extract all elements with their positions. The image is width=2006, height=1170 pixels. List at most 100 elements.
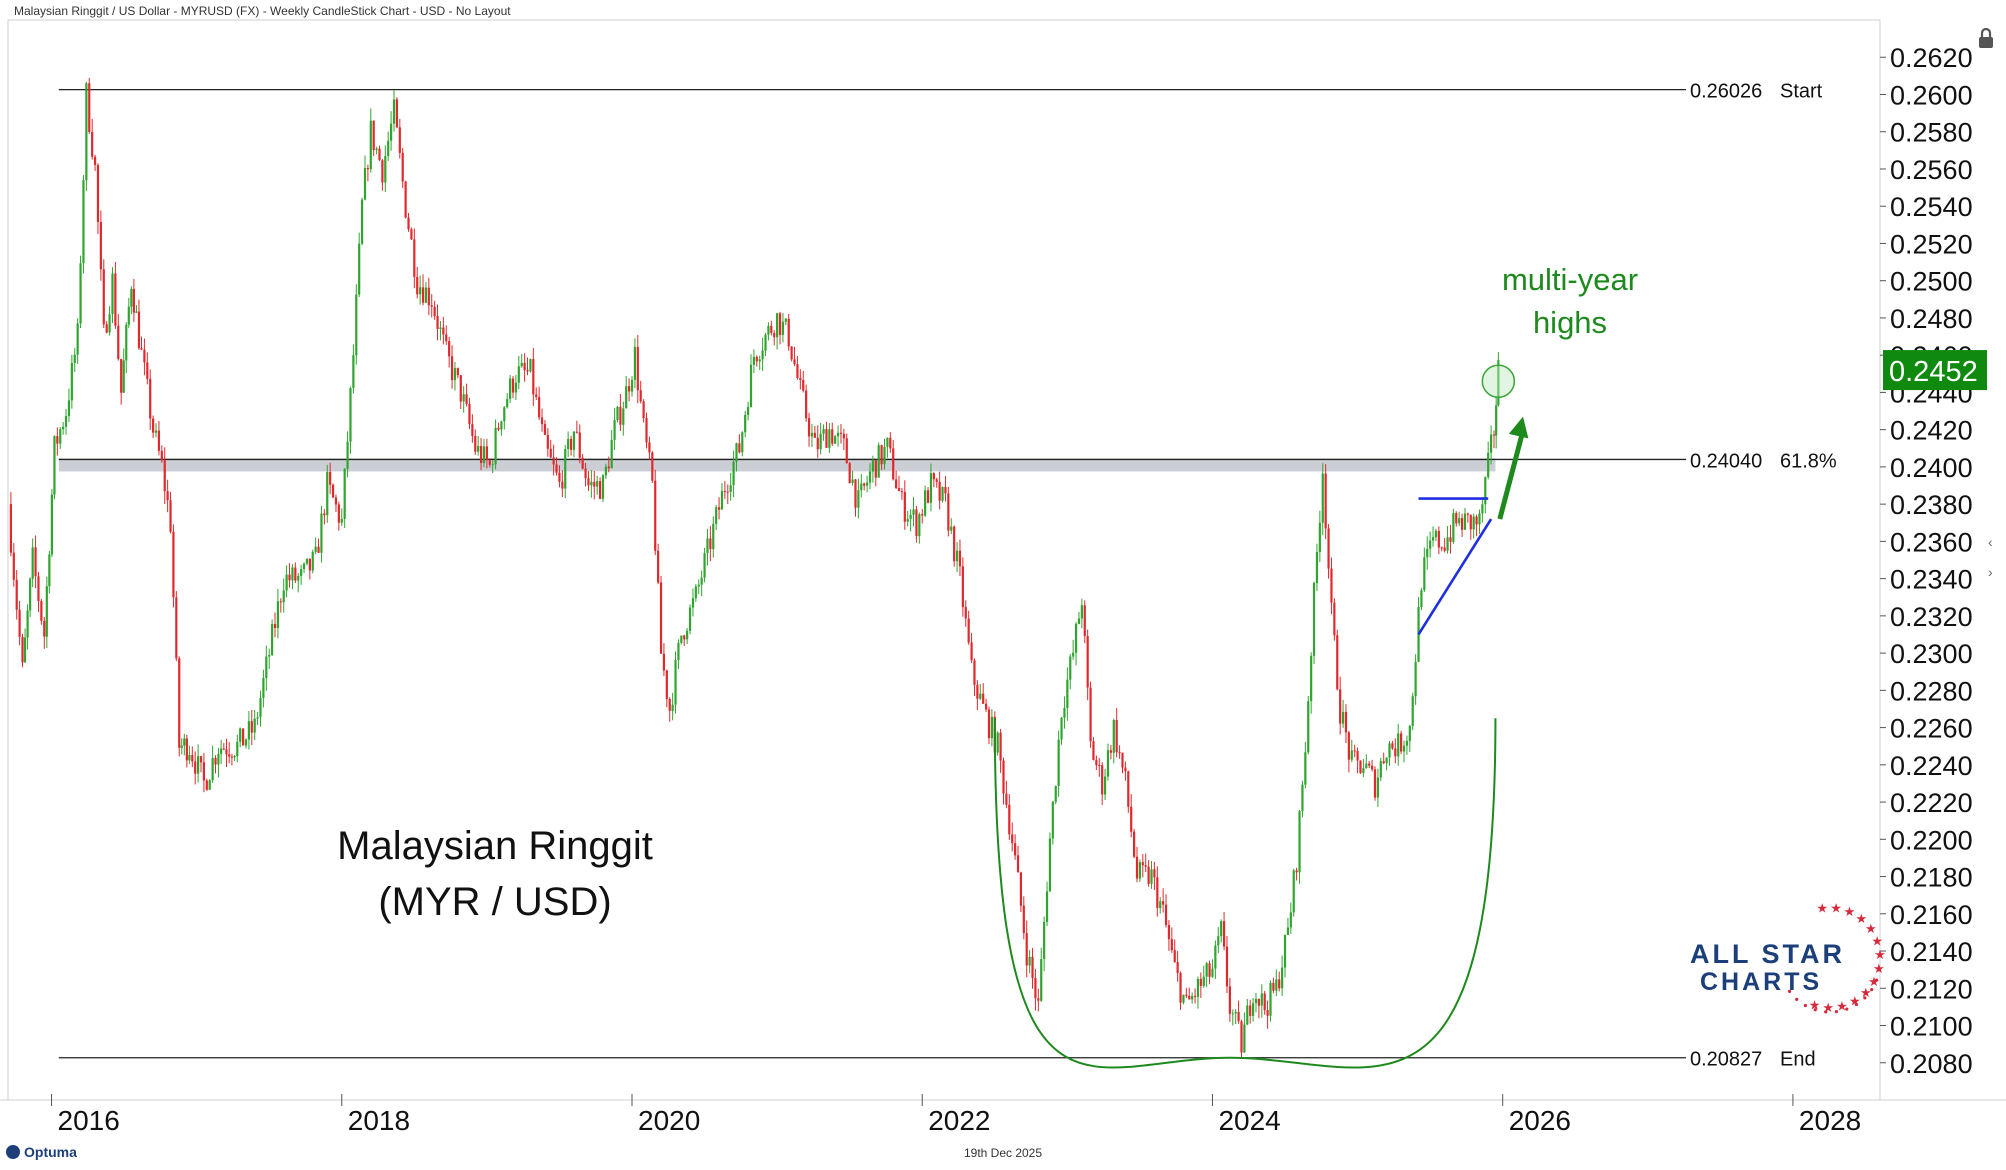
candle-body: [236, 741, 239, 757]
y-tick-label: 0.2260: [1890, 714, 1973, 744]
candle-body: [1170, 939, 1173, 951]
candle-body: [53, 436, 56, 495]
candle-body: [1292, 870, 1295, 913]
candle-body: [99, 222, 102, 270]
candle-body: [1124, 767, 1127, 772]
y-tick-label: 0.2100: [1890, 1012, 1973, 1042]
candle-body: [1385, 757, 1388, 764]
candle-body: [1257, 998, 1261, 1006]
candle-body: [21, 636, 24, 663]
candle-body: [895, 479, 898, 489]
candle-body: [91, 131, 94, 157]
candle-body: [1083, 605, 1086, 637]
candle-body: [514, 382, 518, 393]
level-tag-label: 61.8%: [1780, 450, 1837, 472]
level-value-label: 0.26026: [1690, 81, 1762, 103]
scroll-up-arrow-icon[interactable]: ‹: [1988, 534, 1993, 550]
candle-body: [1278, 979, 1281, 989]
candle-body: [973, 660, 976, 685]
rounding-bottom-arc: [993, 718, 1497, 1069]
candle-body: [9, 504, 13, 553]
candle-body: [419, 287, 422, 295]
y-tick-label: 0.2180: [1890, 863, 1973, 893]
candle-body: [1069, 656, 1072, 680]
x-tick-label: 2016: [58, 1105, 120, 1136]
optuma-brand: Optuma: [6, 1144, 77, 1160]
candle-body: [421, 287, 425, 303]
candle-body: [1455, 513, 1458, 524]
candle-body: [1489, 434, 1493, 453]
candle-body: [1138, 862, 1142, 879]
candle-body: [802, 379, 805, 391]
candle-body: [137, 311, 141, 349]
candle-body: [474, 435, 477, 452]
candle-body: [738, 443, 741, 453]
candle-body: [273, 624, 277, 628]
candle-body: [1016, 855, 1020, 873]
logo-star-icon: ★: [1816, 902, 1828, 917]
logo-dot: [1834, 1009, 1839, 1014]
candle-body: [967, 618, 970, 643]
candle-body: [601, 475, 605, 499]
candle-body: [166, 491, 169, 501]
candle-body: [1359, 760, 1362, 774]
candle-body: [1127, 771, 1130, 807]
candle-body: [398, 127, 401, 153]
candle-body: [1014, 843, 1017, 856]
candle-body: [1315, 552, 1319, 583]
candle-body: [1341, 711, 1345, 724]
candle-body: [445, 334, 448, 342]
candle-body: [926, 490, 930, 503]
candle-body: [944, 486, 947, 494]
candle-body: [387, 140, 390, 156]
scroll-down-arrow-icon[interactable]: ›: [1988, 564, 1993, 580]
optuma-logo-icon: [6, 1145, 20, 1159]
candle-body: [1318, 522, 1321, 553]
candle-body: [877, 445, 880, 478]
candle-body: [1240, 1021, 1243, 1053]
candle-body: [755, 356, 758, 362]
logo-dot: [1870, 988, 1874, 992]
candle-body: [831, 429, 834, 444]
candle-body: [561, 481, 564, 489]
logo-dot: [1854, 1002, 1859, 1007]
last-price-badge: [1883, 350, 1987, 391]
candle-body: [781, 321, 785, 335]
candle-body: [1028, 956, 1031, 966]
y-tick-label: 0.2200: [1890, 825, 1973, 855]
candle-body: [279, 601, 282, 603]
lock-icon[interactable]: [1974, 26, 1998, 50]
candle-body: [1382, 761, 1385, 764]
candle-body: [363, 168, 367, 200]
candle-body: [987, 709, 991, 739]
candle-body: [1423, 557, 1426, 591]
candle-body: [1283, 934, 1287, 968]
candle-body: [172, 531, 175, 598]
candle-body: [73, 354, 76, 363]
candle-body: [941, 486, 944, 501]
candle-body: [140, 348, 143, 350]
candle-body: [1426, 548, 1429, 558]
candle-body: [214, 757, 217, 765]
candle-body: [401, 152, 404, 182]
candle-body: [889, 437, 892, 449]
candle-body: [1176, 962, 1179, 974]
candle-body: [996, 732, 999, 753]
candle-body: [462, 394, 465, 402]
candle-body: [37, 576, 40, 602]
brand-name: Optuma: [24, 1144, 77, 1160]
candle-body: [265, 656, 268, 678]
level-tag-label: End: [1780, 1049, 1816, 1071]
candle-body: [1133, 831, 1136, 857]
candle-body: [935, 479, 938, 482]
candle-body: [12, 552, 15, 580]
candle-body: [947, 493, 950, 531]
candle-body: [712, 523, 715, 550]
candle-body: [352, 355, 355, 388]
candle-body: [1327, 528, 1330, 569]
level-value-label: 0.20827: [1690, 1049, 1762, 1071]
candle-body: [999, 732, 1002, 761]
logo-dot: [1845, 1007, 1849, 1011]
candle-body: [1266, 1010, 1269, 1016]
